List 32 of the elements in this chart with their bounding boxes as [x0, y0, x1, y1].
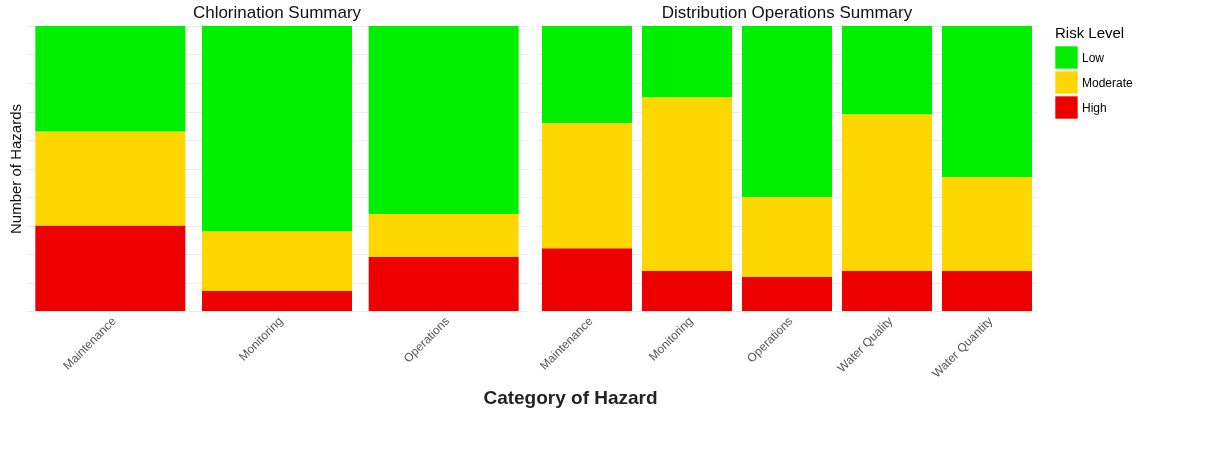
- bar: [35, 131, 186, 226]
- bar: [202, 26, 352, 232]
- legend-label: Low: [1082, 50, 1105, 65]
- bar: [542, 26, 632, 123]
- bar: [542, 122, 632, 249]
- bar: [942, 177, 1032, 272]
- bar: [35, 26, 186, 132]
- chart-title: Chlorination Summary: [192, 3, 362, 22]
- bar: [368, 214, 519, 257]
- bar: [842, 114, 932, 272]
- bar: [742, 26, 832, 197]
- x-axis-title: Category of Hazard: [483, 387, 658, 409]
- bar: [368, 26, 519, 215]
- bar: [742, 197, 832, 277]
- bar: [642, 97, 732, 272]
- legend-title: Risk Level: [1055, 24, 1125, 41]
- bar: [202, 291, 352, 311]
- chart-title: Distribution Operations Summary: [661, 3, 913, 22]
- bar: [202, 231, 352, 292]
- bar: [842, 26, 932, 115]
- bar: [942, 271, 1032, 311]
- bar: [368, 256, 519, 311]
- y-axis-title: Number of Hazards: [6, 103, 24, 235]
- legend-label: High: [1082, 100, 1107, 115]
- bar: [742, 276, 832, 311]
- bar: [642, 271, 732, 311]
- bar: [942, 26, 1032, 178]
- bar: [642, 26, 732, 98]
- bar: [542, 248, 632, 311]
- bar: [35, 225, 186, 311]
- bar: [842, 271, 932, 311]
- legend-label: Moderate: [1082, 75, 1134, 90]
